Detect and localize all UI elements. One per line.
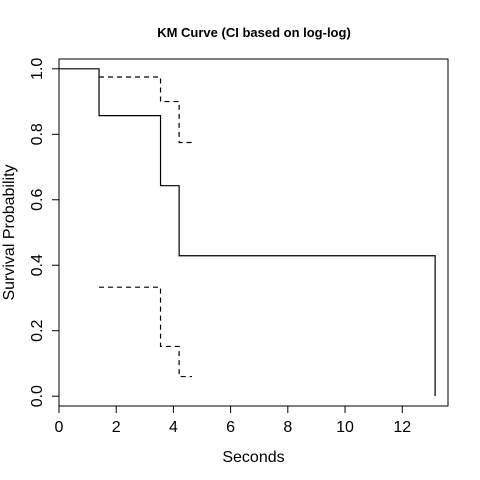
series-layer: [59, 68, 436, 397]
x-axis-label: Seconds: [222, 449, 284, 466]
y-tick-label: 0.6: [29, 189, 46, 211]
ci-lower-line: [99, 286, 193, 378]
y-tick-label: 0.8: [29, 123, 46, 145]
plot-box: [58, 58, 449, 407]
x-tick-label: 10: [336, 419, 354, 436]
chart-title: KM Curve (CI based on log-log): [157, 25, 351, 40]
x-tick-label: 0: [55, 419, 64, 436]
y-tick-label: 1.0: [29, 58, 46, 80]
x-tick-label: 12: [393, 419, 411, 436]
x-tick-label: 6: [226, 419, 235, 436]
x-axis: 0 2 4 6 8 10 12: [55, 406, 411, 436]
km-survival-line: [59, 68, 436, 397]
x-tick-label: 4: [169, 419, 178, 436]
y-axis-label: Survival Probability: [1, 164, 18, 300]
y-tick-label: 0.2: [29, 319, 46, 341]
y-axis: 0.0 0.2 0.4 0.6 0.8 1.0: [29, 58, 59, 407]
y-tick-label: 0.4: [29, 254, 46, 276]
y-tick-label: 0.0: [29, 385, 46, 407]
ci-upper-line: [99, 76, 193, 144]
x-tick-label: 8: [283, 419, 292, 436]
x-tick-label: 2: [112, 419, 121, 436]
